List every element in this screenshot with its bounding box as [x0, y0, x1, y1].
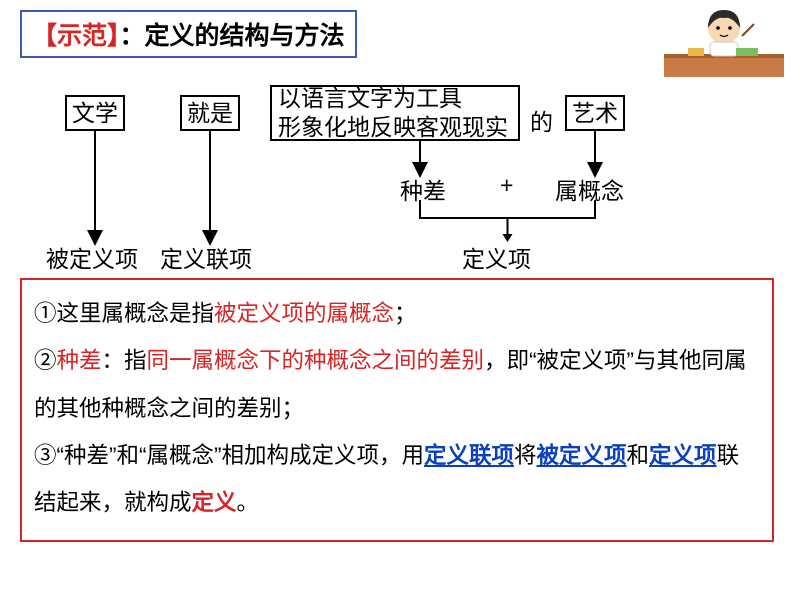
- label-dingyixiang: 定义项: [462, 240, 531, 274]
- explain-p2: ②种差：指同一属概念下的种概念之间的差别，即“被定义项”与其他同属的其他种概念之…: [34, 337, 760, 432]
- pencil-icon: [742, 24, 754, 36]
- node-is-label: 就是: [187, 99, 233, 128]
- node-literature: 文学: [65, 95, 125, 131]
- explain-p1: ①这里属概念是指被定义项的属概念；: [34, 290, 760, 337]
- node-literature-label: 文学: [72, 99, 118, 128]
- title-rest: ：定义的结构与方法: [120, 22, 345, 50]
- demo-title: 【示范】：定义的结构与方法: [20, 10, 357, 58]
- book-icon: [736, 48, 758, 56]
- node-art: 艺术: [565, 95, 625, 131]
- particle-de: 的: [530, 103, 553, 137]
- label-plus: +: [500, 172, 513, 199]
- node-differentia-line2: 形象化地反映客观现实: [278, 113, 508, 142]
- node-art-label: 艺术: [572, 99, 618, 128]
- title-bracket: 【示范】: [32, 22, 120, 50]
- node-differentia: 以语言文字为工具 形象化地反映客观现实: [270, 85, 520, 141]
- node-is: 就是: [180, 95, 240, 131]
- label-dingyilian: 定义联项: [160, 240, 252, 274]
- explanation-box: ①这里属概念是指被定义项的属概念； ②种差：指同一属概念下的种概念之间的差别，即…: [20, 278, 774, 542]
- node-differentia-line1: 以语言文字为工具: [278, 84, 508, 113]
- shirt-icon: [710, 42, 738, 56]
- label-zhongcha: 种差: [400, 172, 446, 206]
- explain-p3: ③“种差”和“属概念”相加构成定义项，用定义联项将被定义项和定义项联结起来，就构…: [34, 432, 760, 527]
- label-shugainian: 属概念: [555, 172, 624, 206]
- student-illustration: [664, 2, 784, 77]
- label-beidingyi: 被定义项: [46, 240, 138, 274]
